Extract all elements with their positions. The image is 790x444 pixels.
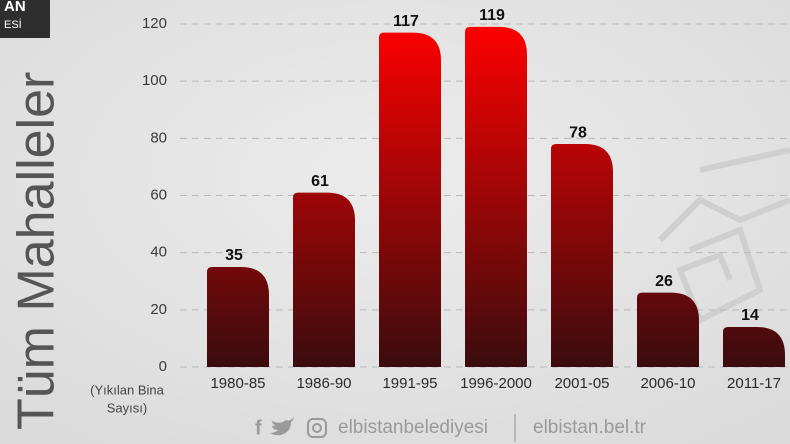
value-label: 26 [655, 273, 673, 290]
bar [207, 266, 269, 367]
value-label: 119 [479, 7, 505, 24]
value-label: 35 [225, 247, 243, 264]
x-tick-label: 1980-85 [210, 375, 265, 392]
social-icons: f [255, 417, 327, 439]
bar [637, 292, 699, 367]
y-tick-label: 100 [142, 72, 167, 89]
bar [465, 26, 527, 367]
y-tick-label: 80 [150, 129, 167, 146]
x-tick-label: 2006-10 [640, 375, 695, 392]
y-axis-label: Sayısı) [107, 400, 147, 415]
value-label: 14 [741, 307, 759, 324]
bar [723, 326, 785, 367]
footer-website: elbistan.bel.tr [533, 417, 647, 438]
side-title: Tüm Mahalleler [8, 72, 66, 430]
y-tick-label: 40 [150, 244, 167, 261]
y-tick-label: 120 [142, 15, 167, 32]
y-tick-label: 0 [159, 358, 167, 375]
x-tick-label: 1996-2000 [460, 375, 532, 392]
value-label: 61 [311, 173, 329, 190]
value-label: 117 [393, 13, 419, 30]
footer-handle: elbistanbelediyesi [338, 417, 488, 438]
x-tick-label: 2001-05 [554, 375, 609, 392]
logo-text: AN [4, 0, 26, 15]
y-tick-label: 60 [150, 186, 167, 203]
y-axis-label: (Yıkılan Bina [90, 382, 164, 397]
x-tick-label: 1986-90 [296, 375, 351, 392]
logo-text: ESİ [4, 18, 22, 31]
x-tick-label: 1991-95 [382, 375, 437, 392]
value-label: 78 [569, 124, 587, 141]
bar [551, 144, 613, 367]
logo-box [0, 0, 50, 38]
bar [379, 32, 441, 367]
y-tick-label: 20 [150, 301, 167, 318]
decoration [657, 147, 790, 325]
bar [293, 192, 355, 367]
svg-text:f: f [255, 417, 262, 439]
x-tick-label: 2011-17 [727, 375, 781, 392]
